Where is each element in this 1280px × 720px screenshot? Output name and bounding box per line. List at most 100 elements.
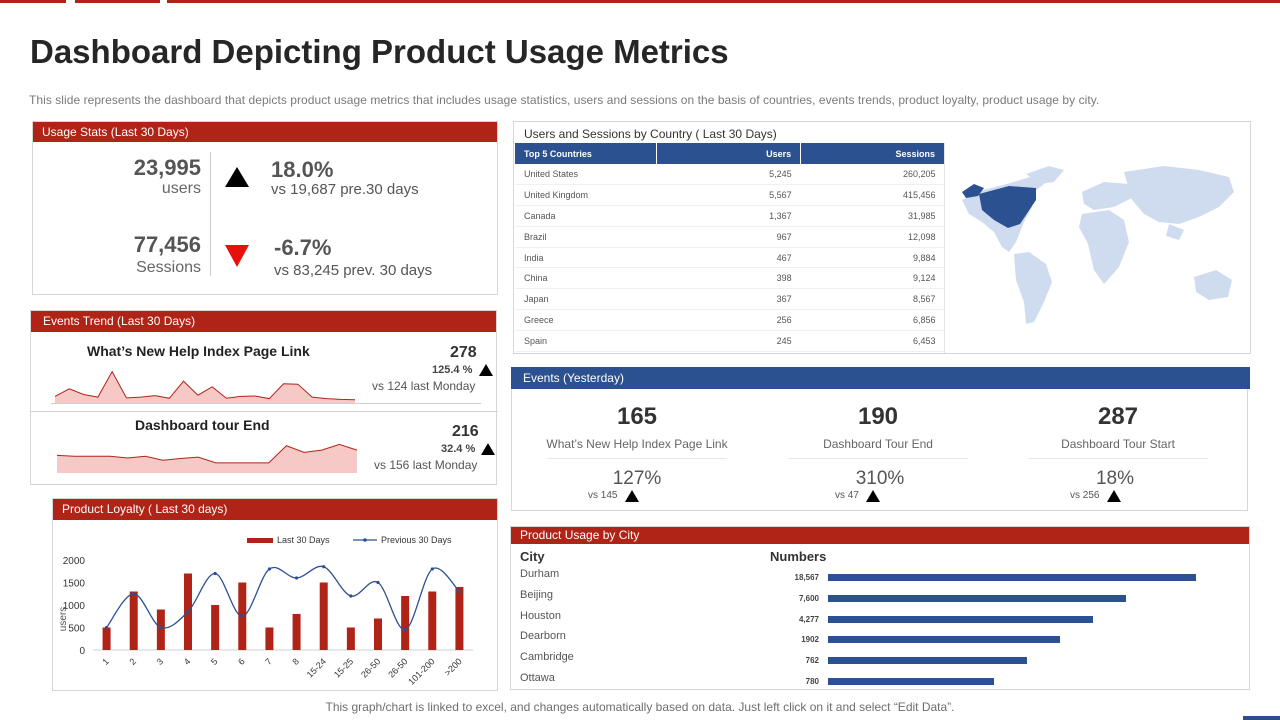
line-point [132,592,136,596]
divider [547,458,727,459]
legend-bar-swatch [247,538,273,543]
divider [31,411,498,412]
x-tick-label: 8 [290,656,301,667]
table-row: Spain 245 6,453 [515,330,945,352]
country-cell: Brazil [515,226,657,248]
bar-last-30-days [265,627,274,650]
table-row: India 467 9,884 [515,247,945,269]
y-tick-label: 1500 [63,579,86,590]
city-name: Ottawa [520,672,555,684]
divider [210,152,211,276]
product-loyalty-header: Product Loyalty ( Last 30 days) [53,499,497,520]
country-cell: Spain [515,330,657,352]
table-row: Brazil 967 12,098 [515,226,945,248]
x-tick-label: 6 [236,656,247,667]
line-point [104,625,109,630]
sessions-compare: vs 83,245 prev. 30 days [274,262,433,279]
event-compare: vs 256 [1070,490,1100,501]
page-title: Dashboard Depicting Product Usage Metric… [30,33,729,70]
country-cell: India [515,247,657,269]
city-bar [828,678,994,685]
trend-title: What’s New Help Index Page Link [87,343,310,359]
sessions-cell: 8,567 [800,288,945,311]
sessions-cell: 6,856 [800,309,945,331]
sessions-cell: 6,453 [800,330,945,352]
trend-up-icon [225,167,249,187]
line-point [159,625,163,630]
bar-last-30-days [292,614,301,650]
sessions-cell: 12,098 [800,226,945,248]
trend-down-icon [225,245,249,267]
line-point [213,571,217,576]
city-value: 4,277 [798,614,819,624]
country-cell: Canada [515,205,657,227]
city-bar [828,636,1060,644]
sessions-value: 77,456 [133,232,201,257]
trend-compare: vs 156 last Monday [374,458,478,472]
event-pct: 310% [855,468,905,489]
event-label: Dashboard Tour End [823,437,933,451]
line-point [376,580,380,585]
x-tick-label: 5 [209,656,220,667]
users-value: 23,995 [133,155,201,180]
x-tick-label: 4 [182,656,193,667]
line-point [430,567,434,571]
line-point [403,628,407,632]
x-tick-label: 1 [100,656,111,667]
users-cell: 5,567 [656,184,801,207]
x-tick-label: 15-25 [332,656,355,679]
bar-last-30-days [129,591,138,650]
y-tick-label: 500 [68,624,85,635]
x-tick-label: 2 [128,656,139,667]
x-tick-label: 7 [263,656,274,667]
sparkline-line [56,443,358,464]
sessions-cell: 31,985 [800,205,945,227]
trend-value: 278 [450,344,477,361]
event-pct: 18% [1095,468,1135,489]
line-point [240,614,244,618]
city-bar [828,657,1027,665]
city-bar [828,594,1127,602]
trend-up-icon [479,364,493,376]
users-compare: vs 19,687 pre.30 days [271,181,419,198]
city-name: Durham [520,568,560,580]
events-trend-header: Events Trend (Last 30 Days) [31,311,496,332]
city-value: 18,567 [794,573,819,582]
trend-compare: vs 124 last Monday [372,379,476,393]
city-name: Beijing [520,588,554,601]
country-cell: United States [515,164,657,186]
divider [944,143,945,353]
trend-value: 216 [452,423,479,440]
line-point [294,576,299,580]
sessions-label: Sessions [136,259,201,276]
sessions-cell: 9,884 [800,247,945,269]
divider [51,403,481,404]
users-cell: 367 [656,288,801,311]
country-header: Users and Sessions by Country ( Last 30 … [524,127,777,141]
users-cell: 256 [656,309,801,331]
sparkline-chart [54,370,356,404]
sparkline-chart [56,443,358,473]
sessions-change: -6.7% [274,235,332,260]
line-point [457,589,462,594]
trend-title: Dashboard tour End [135,417,270,433]
sparkline-area [57,444,357,473]
line-point [186,610,190,614]
country-cell: United Kingdom [515,184,657,207]
table-row: Canada 1,367 31,985 [515,205,945,227]
numbers-col-header: Numbers [770,549,827,564]
users-label: users [161,180,201,197]
sessions-cell: 9,124 [800,267,945,290]
col-sessions: Sessions [800,143,945,164]
trend-up-icon [1107,490,1121,502]
top-accent-bar [167,0,1280,3]
x-tick-label: 101-200 [406,656,436,686]
table-row: Greece 256 6,856 [515,309,945,331]
y-axis-label: users [58,607,69,631]
event-value: 190 [857,403,899,430]
event-value: 287 [1097,403,1139,430]
table-row: United Kingdom 5,567 415,456 [515,184,945,207]
city-name: Houston [520,609,561,622]
city-col-header: City [520,549,545,564]
bar-last-30-days [319,582,328,650]
